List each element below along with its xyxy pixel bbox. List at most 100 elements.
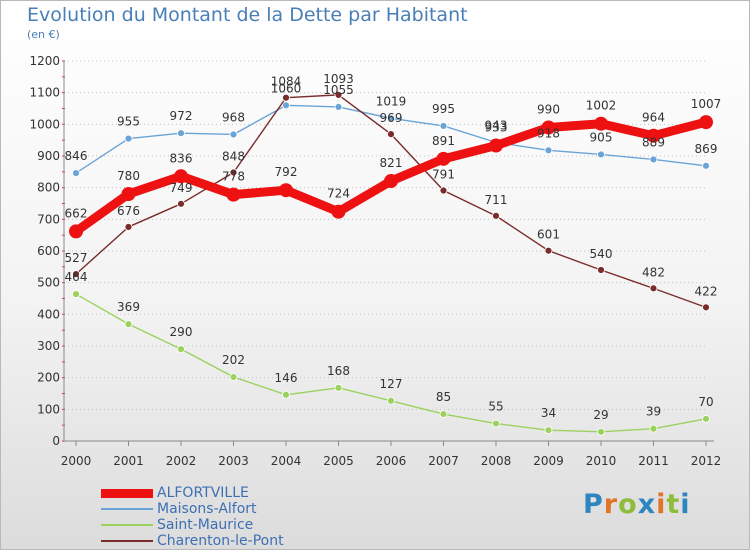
data-label: 85 [436, 390, 451, 404]
data-point [492, 211, 500, 220]
data-point [124, 223, 133, 231]
x-tick-label: 2008 [481, 454, 512, 468]
x-tick-label: 2003 [218, 454, 249, 468]
data-label: 969 [380, 111, 403, 125]
data-label: 1055 [323, 83, 354, 97]
data-point [597, 150, 605, 159]
y-tick-label: 1100 [29, 86, 60, 100]
data-label: 964 [642, 111, 665, 125]
data-label: 918 [537, 126, 560, 140]
data-point [544, 246, 553, 255]
data-label: 724 [327, 187, 350, 201]
data-label: 780 [117, 169, 140, 183]
data-label: 943 [485, 118, 508, 132]
data-label: 168 [327, 364, 350, 378]
data-point [72, 169, 80, 178]
data-point [124, 320, 133, 329]
data-label: 836 [170, 151, 193, 165]
data-label: 891 [432, 134, 455, 148]
data-label: 869 [695, 142, 718, 156]
y-tick-label: 1200 [29, 54, 60, 68]
legend-swatch [101, 488, 153, 498]
data-point [72, 290, 80, 298]
data-label: 711 [485, 193, 508, 207]
chart-title: Evolution du Montant de la Dette par Hab… [27, 4, 468, 26]
data-label: 1019 [376, 94, 407, 108]
legend-swatch [101, 524, 153, 526]
data-point [282, 93, 290, 102]
data-point [702, 414, 710, 423]
legend-item: ALFORTVILLE [101, 485, 341, 501]
data-point [649, 284, 658, 293]
x-tick-label: 2012 [691, 454, 722, 468]
y-tick-label: 400 [37, 307, 60, 321]
data-point [649, 424, 658, 433]
data-label: 676 [117, 204, 140, 218]
data-label: 369 [117, 300, 140, 314]
data-label: 933 [485, 121, 508, 135]
data-point [334, 103, 343, 111]
logo-letter: x [637, 489, 657, 520]
data-label: 127 [380, 377, 403, 391]
y-tick-label: 500 [37, 276, 60, 290]
legend-item: Saint-Maurice [101, 517, 341, 533]
data-label: 905 [590, 130, 613, 144]
data-point [439, 410, 448, 418]
data-label: 146 [275, 371, 298, 385]
data-label: 540 [590, 247, 613, 261]
y-tick-label: 800 [37, 181, 60, 195]
data-label: 792 [275, 165, 298, 179]
logo-letter: P [583, 489, 604, 520]
data-point [282, 390, 290, 399]
legend-label: Maisons-Alfort [157, 501, 257, 517]
data-label: 29 [593, 408, 608, 422]
data-point [229, 130, 238, 139]
data-label: 995 [432, 102, 455, 116]
data-label: 1084 [271, 75, 302, 89]
x-tick-label: 2001 [113, 454, 144, 468]
logo-letter: i [656, 489, 667, 520]
y-tick-label: 1000 [29, 117, 60, 131]
data-label: 990 [537, 103, 560, 117]
data-point [541, 120, 556, 135]
data-label: 1093 [323, 72, 354, 86]
data-point [229, 168, 238, 177]
data-point [544, 146, 553, 155]
y-tick-label: 700 [37, 212, 60, 226]
data-label: 1002 [586, 99, 617, 113]
data-point [699, 115, 713, 130]
data-label: 1007 [691, 97, 722, 111]
legend-item: Maisons-Alfort [101, 501, 341, 517]
data-point [177, 129, 185, 138]
data-point [702, 161, 710, 170]
data-label: 791 [432, 168, 455, 182]
data-label: 972 [170, 109, 193, 123]
data-point [387, 130, 395, 139]
series-line-saint-maurice [75, 293, 707, 433]
data-label: 848 [222, 149, 245, 163]
legend-item: Charenton-le-Pont [101, 533, 341, 549]
data-point [121, 187, 136, 201]
x-tick-label: 2002 [166, 454, 197, 468]
data-label: 290 [170, 325, 193, 339]
data-label: 749 [170, 181, 193, 195]
data-label: 1060 [271, 81, 302, 95]
data-point [334, 383, 343, 392]
logo-letter: r [603, 489, 619, 520]
data-point [594, 116, 608, 131]
y-tick-label: 300 [37, 339, 60, 353]
data-label: 889 [642, 135, 665, 149]
y-tick-label: 200 [37, 371, 60, 385]
data-label: 70 [698, 395, 713, 409]
x-tick-label: 2005 [323, 454, 354, 468]
data-point [544, 426, 553, 435]
data-point [177, 345, 185, 354]
data-label: 846 [65, 149, 88, 163]
chart-subtitle: (en €) [27, 28, 60, 41]
data-point [436, 151, 451, 166]
x-tick-label: 2006 [376, 454, 407, 468]
x-tick-label: 2007 [428, 454, 459, 468]
legend-label: Charenton-le-Pont [157, 533, 284, 549]
y-tick-label: 900 [37, 149, 60, 163]
